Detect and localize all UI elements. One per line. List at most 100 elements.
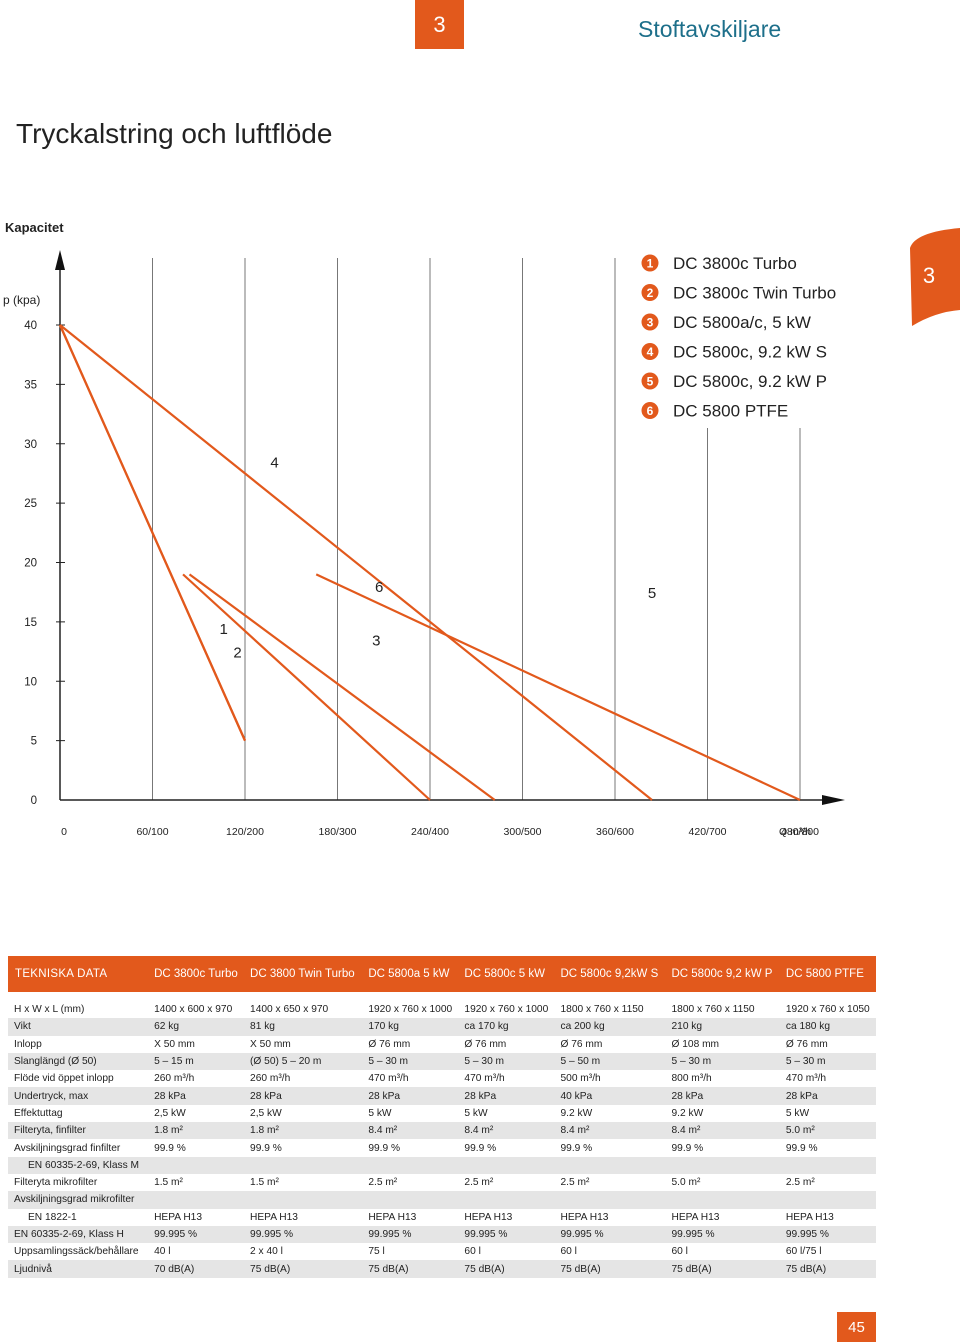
table-row: Slanglängd (Ø 50) 5 – 15 m (Ø 50) 5 – 20 m… xyxy=(8,1052,876,1071)
table-cell: 2 x 40 l xyxy=(250,1246,283,1258)
x-tick-label: 420/700 xyxy=(689,826,727,838)
row-label: Uppsamlingssäck/behållare xyxy=(14,1246,139,1258)
table-cell: 60 l xyxy=(671,1246,688,1258)
table-row: H x W x L (mm) 1400 x 600 x 970 1400 x 650… xyxy=(8,1001,876,1018)
table-cell: 5.0 m² xyxy=(671,1177,701,1189)
table-cell: 470 m³/h xyxy=(464,1073,505,1085)
table-cell: 99.995 % xyxy=(362,1225,459,1244)
table-spacer-row xyxy=(8,992,876,1001)
table-cell: 1.8 m² xyxy=(148,1122,245,1140)
legend-entry: DC 5800c, 9.2 kW P xyxy=(673,372,827,391)
page-number: 45 xyxy=(848,1318,865,1336)
legend-marker xyxy=(641,284,659,301)
table-cell: 99.9 % xyxy=(154,1142,186,1154)
table-cell: 800 m³/h xyxy=(671,1073,712,1085)
table-cell: 1.8 m² xyxy=(244,1122,363,1140)
table-cell: 60 l xyxy=(464,1246,481,1258)
table-cell: 2,5 kW xyxy=(250,1107,282,1119)
table-cell: 5 kW xyxy=(368,1107,392,1119)
table-cell xyxy=(148,1191,245,1209)
section-label: Kapacitet xyxy=(5,220,64,235)
table-cell xyxy=(779,1191,876,1209)
table-cell: ca 180 kg xyxy=(779,1018,876,1036)
row-label: Undertryck, max xyxy=(8,1087,149,1105)
legend-entry: DC 3800c Twin Turbo xyxy=(673,284,836,303)
table-row: Ljudnivå 70 dB(A) 75 dB(A) 75 dB(A) 75 dB(A)… xyxy=(8,1260,876,1278)
x-tick-label: 480/800 xyxy=(781,826,819,838)
legend-marker-number: 1 xyxy=(647,257,654,271)
table-cell: 99.995 % xyxy=(458,1225,555,1244)
row-label: Ljudnivå xyxy=(8,1260,149,1278)
table-cell xyxy=(244,1156,363,1174)
table-cell: HEPA H13 xyxy=(785,1211,834,1223)
row-label: EN 1822-1 xyxy=(28,1211,77,1223)
table-cell: 75 l xyxy=(368,1246,385,1258)
table-cell: 28 kPa xyxy=(244,1087,363,1105)
legend-entry: DC 3800c Turbo xyxy=(673,254,797,273)
table-cell: 1.5 m² xyxy=(250,1177,279,1189)
table-cell: 5 – 30 m xyxy=(665,1052,780,1071)
table-cell: 260 m³/h xyxy=(250,1073,291,1085)
table-cell: 99.9 % xyxy=(560,1142,593,1154)
table-cell: 28 kPa xyxy=(458,1087,555,1105)
table-cell: X 50 mm xyxy=(250,1038,291,1050)
curve-label: 2 xyxy=(233,645,241,662)
table-cell: 99.995 % xyxy=(665,1225,780,1244)
side-tab-number: 3 xyxy=(923,263,935,288)
table-row: Inlopp X 50 mm X 50 mm Ø 76 mm Ø 76 mm Ø 76 m… xyxy=(8,1036,876,1053)
page-title: Tryckalstring och luftflöde xyxy=(16,118,333,149)
table-cell: 170 kg xyxy=(362,1018,459,1036)
curve-label: 4 xyxy=(270,455,278,472)
table-cell: 28 kPa xyxy=(665,1087,780,1105)
table-cell xyxy=(148,1156,245,1174)
table-row: Uppsamlingssäck/behållare 40 l 2 x 40 l 75 … xyxy=(8,1243,876,1260)
legend-entry: DC 5800a/c, 5 kW xyxy=(673,313,811,332)
table-cell xyxy=(458,1191,555,1209)
table-cell: 5 – 30 m xyxy=(458,1052,555,1071)
table-header-cell: DC 5800c 9,2kW S xyxy=(554,956,666,992)
table-cell: 8.4 m² xyxy=(362,1122,459,1140)
row-label: Vikt xyxy=(8,1018,149,1036)
table-cell: HEPA H13 xyxy=(464,1211,513,1223)
table-cell: 99.995 % xyxy=(779,1225,876,1244)
series-line-6 xyxy=(188,573,496,801)
table-cell: Ø 76 mm xyxy=(560,1038,603,1050)
chapter-number: 3 xyxy=(433,11,446,37)
table-cell: 2.5 m² xyxy=(785,1177,815,1189)
y-tick-label: 10 xyxy=(24,676,37,688)
table-cell: 5 kW xyxy=(785,1107,810,1119)
table-cell: 99.995 % xyxy=(148,1225,245,1244)
table-cell xyxy=(554,1156,666,1174)
table-row: EN 1822-1 HEPA H13 HEPA H13 HEPA H13 HEPA H1… xyxy=(8,1209,876,1226)
table-cell: HEPA H13 xyxy=(560,1211,609,1223)
legend-marker-number: 4 xyxy=(647,345,654,359)
table-row: Undertryck, max 28 kPa 28 kPa 28 kPa 28 kPa 4… xyxy=(8,1087,876,1105)
table-cell: 99.9 % xyxy=(464,1142,497,1154)
table-cell: 1920 x 760 x 1000 xyxy=(368,1004,453,1016)
table-header-cell: TEKNISKA DATA xyxy=(8,956,149,992)
y-tick-label: 5 xyxy=(31,736,37,748)
table-cell: 99.995 % xyxy=(554,1225,666,1244)
table-row: Avskiljningsgrad mikrofilter xyxy=(8,1191,876,1209)
table-cell: 28 kPa xyxy=(148,1087,245,1105)
y-tick-label: 30 xyxy=(24,439,37,451)
table-cell xyxy=(244,1191,363,1209)
table-cell: 99.9 % xyxy=(250,1142,282,1154)
row-label: Avskiljningsgrad finfilter xyxy=(14,1142,121,1154)
chapter-number-box: 3 xyxy=(415,0,464,49)
x-tick-label: 300/500 xyxy=(504,826,542,838)
table-cell: (Ø 50) 5 – 20 m xyxy=(244,1052,363,1071)
table-header-cell: DC 5800c 9,2 kW P xyxy=(665,956,780,992)
table-cell: 500 m³/h xyxy=(560,1073,601,1085)
table-cell: 70 dB(A) xyxy=(148,1260,245,1278)
legend-entry: DC 5800 PTFE xyxy=(673,402,788,421)
table-cell: 5 – 15 m xyxy=(148,1052,245,1071)
table-cell xyxy=(362,1156,459,1174)
table-cell xyxy=(665,1191,780,1209)
table-cell: 260 m³/h xyxy=(154,1073,195,1085)
y-tick-label: 40 xyxy=(24,320,37,332)
table-row: EN 60335-2-69, Klass M xyxy=(8,1156,876,1174)
table-cell: Ø 76 mm xyxy=(785,1038,828,1050)
table-cell: 99.9 % xyxy=(785,1142,818,1154)
